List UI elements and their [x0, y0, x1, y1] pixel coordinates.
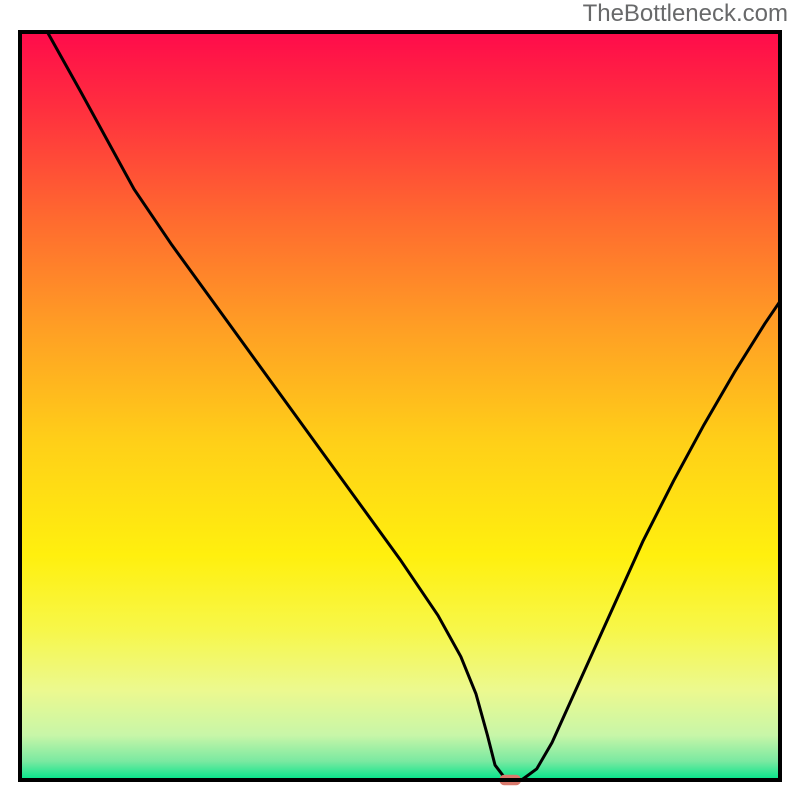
watermark-text: TheBottleneck.com: [583, 0, 788, 28]
bottleneck-chart: [0, 0, 800, 800]
chart-container: TheBottleneck.com: [0, 0, 800, 800]
